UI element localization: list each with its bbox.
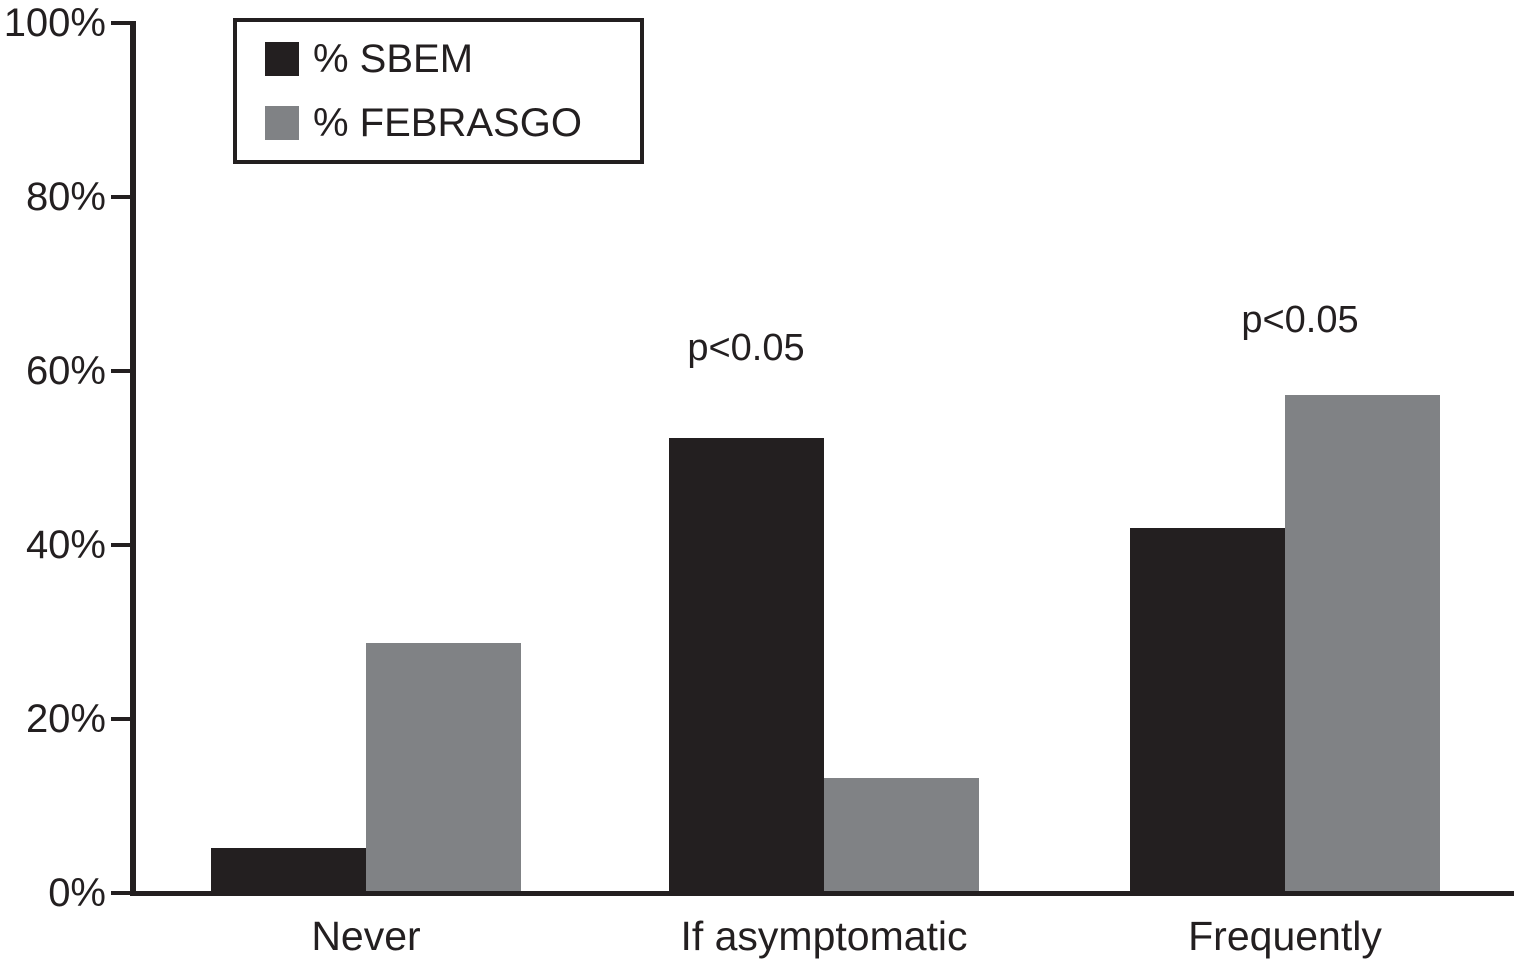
significance-annotation: p<0.05 (687, 327, 805, 369)
bar-febrasgo-if-asymptomatic (824, 778, 979, 893)
y-axis-tick (111, 717, 130, 721)
legend-label-febrasgo: % FEBRASGO (313, 101, 582, 145)
x-axis-category-label: Never (311, 913, 421, 959)
y-axis-tick-label: 0% (48, 871, 106, 915)
y-axis-tick (111, 369, 130, 373)
legend-item-sbem: % SBEM (265, 37, 640, 81)
y-axis-tick (111, 21, 130, 25)
x-axis-category-label: If asymptomatic (680, 913, 968, 959)
legend: % SBEM % FEBRASGO (233, 18, 644, 164)
bar-sbem-if-asymptomatic (669, 438, 824, 893)
y-axis-tick-label: 20% (25, 697, 106, 741)
sbem-swatch-icon (265, 42, 299, 76)
significance-annotation: p<0.05 (1241, 299, 1359, 341)
x-axis-category-label: Frequently (1188, 913, 1382, 959)
febrasgo-swatch-icon (265, 106, 299, 140)
y-axis-tick (111, 195, 130, 199)
bar-sbem-never (211, 848, 366, 893)
y-axis-tick (111, 543, 130, 547)
y-axis-tick-label: 40% (25, 523, 106, 567)
bar-febrasgo-never (366, 643, 521, 893)
legend-item-febrasgo: % FEBRASGO (265, 101, 640, 145)
x-axis-line (130, 891, 1514, 896)
y-axis-tick-label: 80% (25, 175, 106, 219)
bar-sbem-frequently (1130, 528, 1285, 893)
y-axis-tick-label: 100% (3, 1, 106, 45)
y-axis-tick-label: 60% (25, 349, 106, 393)
legend-label-sbem: % SBEM (313, 37, 474, 81)
y-axis-tick (111, 891, 130, 895)
y-axis-line (130, 21, 136, 896)
bar-febrasgo-frequently (1285, 395, 1440, 893)
